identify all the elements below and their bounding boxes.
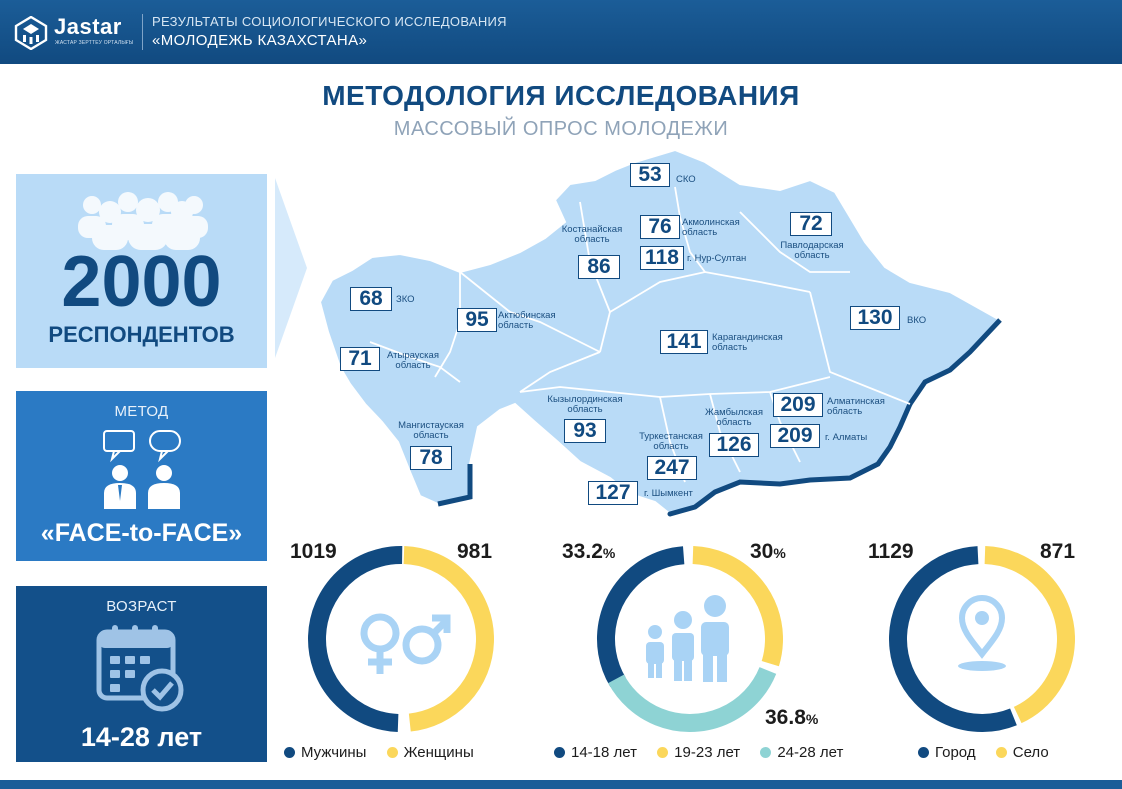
region-label-almaty-city: г. Алматы <box>825 432 868 443</box>
face-to-face-icon <box>103 430 181 509</box>
legend-city: Город <box>935 744 976 761</box>
ages-legend: 14-18 лет 19-23 лет 24-28 лет <box>554 744 859 761</box>
chevron-right-icon <box>275 178 307 358</box>
legend-age-24-28: 24-28 лет <box>777 744 844 761</box>
gender-male-value: 1019 <box>290 540 337 563</box>
region-value-almaty-region: 209 <box>773 393 823 417</box>
settlement-city-arc <box>889 546 1075 732</box>
region-label-zhambyl: Жамбылская область <box>705 407 763 428</box>
logo-subtitle: ЖАСТАР ЗЕРТТЕУ ОРТАЛЫҒЫ <box>55 40 134 46</box>
settlement-legend: Город Село <box>918 744 1065 761</box>
region-label-pavlodar: Павлодарская область <box>780 240 844 261</box>
footer-bar <box>0 780 1122 789</box>
respondents-label: РЕСПОНДЕНТОВ <box>48 322 235 347</box>
age-value: 14-28 лет <box>80 722 203 752</box>
region-label-atyrau: Атырауская область <box>387 350 439 371</box>
region-value-mangistau: 78 <box>410 446 452 470</box>
respondents-panel: 2000 РЕСПОНДЕНТОВ <box>16 174 267 368</box>
region-value-karaganda: 141 <box>660 330 708 354</box>
legend-village: Село <box>1012 744 1049 761</box>
region-value-nur-sultan: 118 <box>640 246 684 270</box>
gender-legend: Мужчины Женщины <box>284 744 490 761</box>
region-label-zko: ЗКО <box>396 294 415 305</box>
region-value-zhambyl: 126 <box>709 433 759 457</box>
ages-donut-chart <box>597 546 783 733</box>
region-label-vko: ВКО <box>907 315 927 326</box>
header-bar: Jastar ЖАСТАР ЗЕРТТЕУ ОРТАЛЫҒЫ РЕЗУЛЬТАТ… <box>0 0 1122 64</box>
region-label-aktobe: Актюбинская область <box>498 310 556 331</box>
region-label-mangistau: Мангистауская область <box>398 420 464 441</box>
legend-age-19-23: 19-23 лет <box>674 744 741 761</box>
region-label-akmola: Акмолинская область <box>682 217 740 238</box>
legend-age-14-18: 14-18 лет <box>571 744 637 761</box>
header-title-line1: РЕЗУЛЬТАТЫ СОЦИОЛОГИЧЕСКОГО ИССЛЕДОВАНИЯ <box>152 14 507 29</box>
region-value-turkestan: 247 <box>647 456 697 480</box>
age-panel: ВОЗРАСТ 14-28 лет <box>16 586 267 762</box>
header-divider <box>142 14 143 50</box>
kazakhstan-map: 53 СКО 76 Акмолинская область 72 Павлода… <box>310 142 1010 532</box>
settlement-city-value: 1129 <box>868 540 914 563</box>
family-icon <box>646 595 729 682</box>
region-label-kyzylorda: Кызылординская область <box>547 394 623 415</box>
region-value-aktobe: 95 <box>457 308 497 332</box>
method-title: МЕТОД <box>114 403 169 420</box>
age-24-28-arc <box>597 546 783 732</box>
legend-male: Мужчины <box>301 744 367 761</box>
region-value-kyzylorda: 93 <box>564 419 606 443</box>
region-value-pavlodar: 72 <box>790 212 832 236</box>
logo-text: Jastar <box>54 14 122 39</box>
gender-female-value: 981 <box>457 540 493 563</box>
page-subtitle: МАССОВЫЙ ОПРОС МОЛОДЕЖИ <box>393 118 729 140</box>
age-group3-value: 36.8% <box>765 706 819 729</box>
respondents-number: 2000 <box>61 242 222 322</box>
region-label-shymkent: г. Шымкент <box>644 488 693 499</box>
region-value-shymkent: 127 <box>588 481 638 505</box>
region-value-almaty-city: 209 <box>770 424 820 448</box>
region-label-nur-sultan: г. Нур-Султан <box>687 253 747 264</box>
region-value-atyrau: 71 <box>340 347 380 371</box>
legend-female: Женщины <box>403 744 474 761</box>
region-label-almaty-region: Алматинская область <box>827 396 885 417</box>
method-value: «FACE-to-FACE» <box>40 519 243 547</box>
age-group1-value: 33.2% <box>562 540 616 563</box>
region-value-sko: 53 <box>630 163 670 187</box>
region-label-karaganda: Карагандинская область <box>712 332 783 353</box>
settlement-village-value: 871 <box>1040 540 1076 563</box>
region-label-sko: СКО <box>676 174 696 185</box>
region-label-turkestan: Туркестанская область <box>639 431 703 452</box>
settlement-donut-chart <box>889 546 1075 733</box>
method-panel: МЕТОД «FACE-to-FACE» <box>16 391 267 561</box>
gender-symbols-icon <box>360 613 451 674</box>
region-label-kostanay: Костанайская область <box>561 224 623 245</box>
region-value-akmola: 76 <box>640 215 680 239</box>
age-group2-value: 30% <box>750 540 786 563</box>
location-pin-icon <box>958 595 1006 671</box>
header-title-line2: «МОЛОДЕЖЬ КАЗАХСТАНА» <box>152 32 368 49</box>
region-value-kostanay: 86 <box>578 255 620 279</box>
jastar-logo-icon <box>14 16 48 50</box>
gender-donut-chart <box>308 546 494 733</box>
age-title: ВОЗРАСТ <box>106 598 177 615</box>
people-group-icon <box>78 192 208 250</box>
calendar-check-icon <box>96 625 184 712</box>
region-value-vko: 130 <box>850 306 900 330</box>
region-value-zko: 68 <box>350 287 392 311</box>
page-title: МЕТОДОЛОГИЯ ИССЛЕДОВАНИЯ <box>322 80 800 111</box>
age-19-23-arc <box>597 546 783 733</box>
settlement-village-arc <box>889 546 1075 733</box>
